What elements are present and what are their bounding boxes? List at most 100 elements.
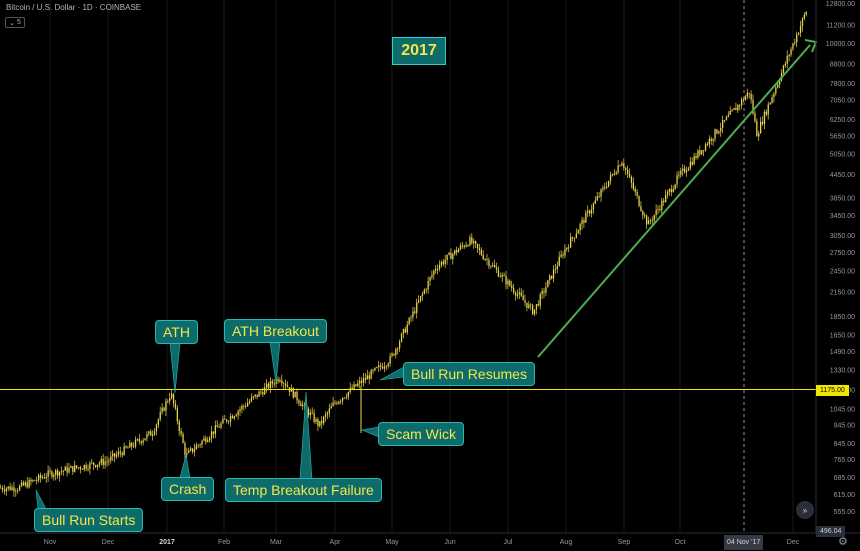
candle-body-3: [5, 488, 7, 492]
candle-body-400: [760, 121, 762, 134]
candle-body-178: [338, 401, 340, 404]
candle-body-220: [418, 300, 420, 303]
candle-body-420: [798, 33, 800, 35]
y-tick-label-11: 3450.00: [830, 213, 855, 220]
candle-body-408: [775, 87, 777, 94]
candle-body-254: [482, 254, 484, 259]
candle-body-281: [533, 309, 536, 315]
trend-line: [537, 44, 811, 358]
y-tick-label-21: 1045.00: [830, 406, 855, 413]
x-tick-label-11: Oct: [674, 539, 686, 546]
candle-body-318: [604, 187, 606, 189]
candle-body-10: [19, 485, 21, 491]
candle-body-17: [32, 480, 34, 482]
candle-body-277: [526, 302, 528, 308]
pointer-ath-breakout: [269, 341, 281, 384]
candle-body-16: [30, 479, 32, 482]
candle-body-12: [22, 482, 25, 486]
y-tick-label-5: 7050.00: [830, 98, 855, 105]
candle-body-211: [400, 333, 403, 342]
candle-body-156: [296, 391, 298, 401]
candle-body-295: [560, 254, 562, 257]
candle-body-89: [169, 398, 171, 402]
candle-body-338: [642, 211, 644, 216]
gear-icon[interactable]: ⚙: [838, 536, 848, 548]
candle-body-98: [186, 452, 188, 455]
candle-body-103: [195, 445, 197, 450]
candle-body-402: [763, 111, 766, 124]
candle-body-284: [539, 294, 541, 306]
candle-body-128: [243, 405, 245, 407]
candle-body-235: [446, 254, 448, 260]
candles: [0, 11, 807, 497]
candle-body-216: [410, 317, 412, 319]
candle-body-159: [302, 404, 304, 407]
scroll-to-latest-button[interactable]: »: [796, 501, 814, 519]
candle-body-93: [176, 408, 178, 422]
y-tick-label-3: 8800.00: [830, 62, 855, 69]
interval-button[interactable]: ⌄ 5: [5, 17, 25, 28]
candle-body-23: [43, 477, 45, 479]
candle-body-35: [66, 466, 68, 473]
candle-body-336: [638, 195, 640, 207]
candle-body-207: [393, 353, 395, 356]
candle-body-109: [207, 440, 209, 442]
callout-ath: ATH: [155, 320, 198, 344]
candle-body-42: [79, 467, 82, 469]
candle-body-228: [433, 270, 435, 275]
candle-body-61: [115, 454, 118, 457]
candle-body-234: [444, 259, 446, 264]
candle-body-130: [247, 403, 249, 407]
y-tick-label-15: 2150.00: [830, 290, 855, 297]
candle-body-78: [148, 431, 150, 434]
candle-body-181: [343, 397, 346, 399]
candle-body-346: [657, 209, 659, 211]
callout-temp-breakout-failure: Temp Breakout Failure: [225, 478, 382, 502]
x-tick-label-9: Aug: [559, 539, 573, 546]
candle-body-190: [361, 380, 363, 383]
candle-body-92: [174, 403, 177, 409]
candle-body-8: [15, 490, 17, 492]
candle-body-416: [790, 49, 792, 55]
candle-body-415: [788, 54, 790, 56]
candle-body-126: [239, 409, 241, 412]
candle-body-72: [136, 439, 139, 440]
candle-body-374: [710, 138, 712, 141]
candle-body-185: [351, 387, 353, 390]
candle-body-5: [9, 486, 11, 490]
candle-body-248: [471, 237, 473, 244]
candle-body-375: [712, 138, 714, 141]
candle-body-150: [285, 383, 287, 387]
x-tick-label-2: 2017: [159, 539, 175, 546]
candle-body-229: [435, 268, 437, 271]
candle-body-114: [216, 425, 218, 428]
candle-body-82: [155, 424, 158, 432]
candle-body-299: [568, 247, 570, 249]
candle-body-268: [509, 280, 511, 286]
candle-body-406: [771, 97, 773, 103]
y-tick-label-22: 945.00: [834, 423, 856, 430]
candle-body-57: [108, 460, 110, 462]
candle-body-26: [49, 470, 51, 472]
candle-body-361: [685, 170, 688, 173]
candle-body-383: [727, 114, 729, 117]
candle-body-322: [611, 173, 614, 175]
candle-body-188: [357, 383, 359, 387]
candle-body-81: [153, 431, 156, 435]
candle-body-177: [336, 402, 338, 404]
candle-body-276: [524, 300, 526, 303]
candle-body-413: [784, 63, 786, 66]
candle-body-129: [245, 406, 247, 407]
candle-body-63: [119, 451, 121, 454]
candle-body-391: [742, 99, 745, 101]
candle-body-288: [547, 280, 549, 288]
candle-body-392: [744, 96, 747, 101]
candle-body-164: [311, 412, 313, 414]
candle-body-247: [469, 237, 471, 246]
candle-body-381: [723, 119, 726, 121]
candle-body-230: [437, 268, 439, 270]
y-tick-label-19: 1330.00: [830, 367, 855, 374]
interval-label: 5: [16, 19, 21, 26]
candle-body-138: [262, 392, 264, 395]
